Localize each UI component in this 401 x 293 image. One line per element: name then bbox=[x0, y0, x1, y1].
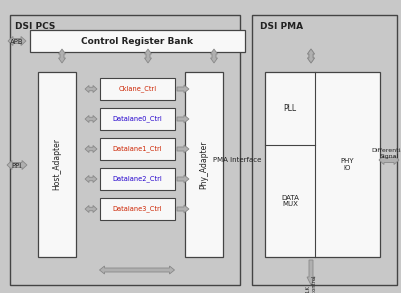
Polygon shape bbox=[176, 145, 188, 153]
Bar bbox=[100, 138, 174, 160]
Polygon shape bbox=[8, 37, 26, 45]
Polygon shape bbox=[99, 266, 174, 274]
Text: APB: APB bbox=[10, 39, 24, 45]
Text: Datalane0_Ctrl: Datalane0_Ctrl bbox=[112, 116, 162, 122]
Bar bbox=[100, 198, 174, 220]
Text: DATA
MUX: DATA MUX bbox=[280, 195, 298, 207]
Text: Differential
Signal: Differential Signal bbox=[371, 148, 401, 159]
Polygon shape bbox=[85, 146, 97, 152]
Polygon shape bbox=[210, 49, 217, 63]
Text: PMA Interface: PMA Interface bbox=[212, 157, 261, 163]
Bar bbox=[251, 15, 396, 285]
Text: PHY
IO: PHY IO bbox=[340, 158, 353, 171]
Polygon shape bbox=[176, 205, 188, 213]
Text: Phy_Adapter: Phy_Adapter bbox=[199, 140, 208, 189]
Polygon shape bbox=[307, 49, 314, 63]
Bar bbox=[184, 72, 223, 257]
Text: Control Register Bank: Control Register Bank bbox=[81, 37, 193, 45]
Bar bbox=[100, 168, 174, 190]
Text: Datalane1_Ctrl: Datalane1_Ctrl bbox=[112, 146, 162, 152]
Polygon shape bbox=[7, 161, 27, 169]
Text: DSI PMA: DSI PMA bbox=[259, 22, 302, 31]
Bar bbox=[100, 108, 174, 130]
Polygon shape bbox=[85, 86, 97, 93]
Bar bbox=[38, 72, 76, 257]
Bar bbox=[10, 15, 239, 285]
Text: CLK
freq_control: CLK freq_control bbox=[304, 274, 316, 293]
Polygon shape bbox=[176, 175, 188, 183]
Bar bbox=[30, 30, 244, 52]
Text: Datalane2_Ctrl: Datalane2_Ctrl bbox=[112, 176, 162, 182]
Polygon shape bbox=[144, 49, 151, 63]
Polygon shape bbox=[85, 176, 97, 183]
Polygon shape bbox=[85, 205, 97, 212]
Polygon shape bbox=[306, 260, 314, 285]
Polygon shape bbox=[378, 156, 398, 164]
Text: Host_Adapter: Host_Adapter bbox=[53, 139, 61, 190]
Bar bbox=[100, 78, 174, 100]
Polygon shape bbox=[307, 49, 314, 63]
Polygon shape bbox=[176, 115, 188, 123]
Polygon shape bbox=[176, 85, 188, 93]
Text: DSI PCS: DSI PCS bbox=[15, 22, 55, 31]
Polygon shape bbox=[85, 115, 97, 122]
Text: PPI: PPI bbox=[12, 163, 22, 169]
Text: Datalane3_Ctrl: Datalane3_Ctrl bbox=[112, 206, 162, 212]
Bar bbox=[264, 72, 379, 257]
Text: Cklane_Ctrl: Cklane_Ctrl bbox=[118, 86, 156, 92]
Text: PLL: PLL bbox=[283, 104, 296, 113]
Polygon shape bbox=[59, 49, 65, 63]
